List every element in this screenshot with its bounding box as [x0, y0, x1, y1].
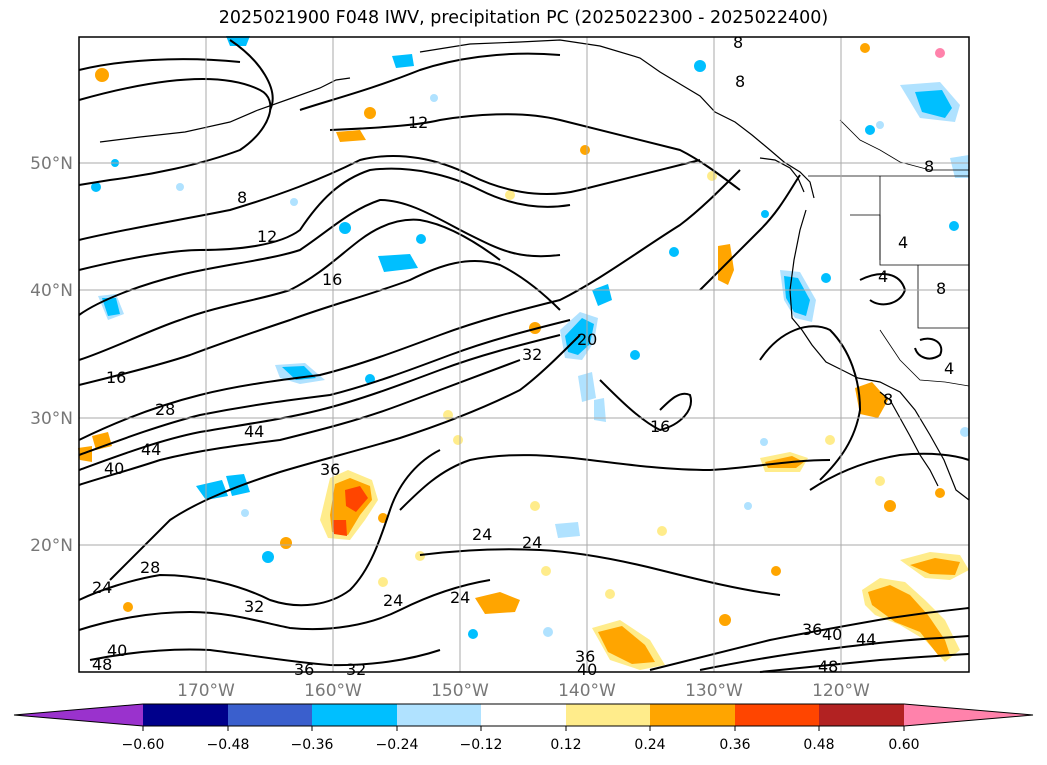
colorbar-segment: [312, 704, 397, 726]
contour-label: 32: [244, 597, 264, 616]
lat-labels: 50°N 40°N 30°N 20°N: [30, 154, 73, 556]
contour-label: 16: [650, 417, 670, 436]
lat-label: 40°N: [30, 281, 73, 301]
contour-label: 4: [898, 233, 908, 252]
colorbar-tick-label: −0.12: [460, 737, 503, 753]
contour-label: 40: [822, 625, 842, 644]
lon-label: 140°W: [558, 681, 616, 701]
contour-label: 24: [472, 525, 492, 544]
contour-label: 12: [408, 113, 428, 132]
iwv-contours: [78, 39, 970, 673]
precip-shading: [78, 36, 970, 670]
contour-label: 28: [155, 400, 175, 419]
lon-label: 170°W: [177, 681, 235, 701]
colorbar-segment: [14, 704, 143, 726]
contour-label: 44: [856, 630, 876, 649]
map-panel: [79, 37, 969, 672]
contour-label: 8: [735, 72, 745, 91]
graticule: [79, 37, 969, 672]
contour-label: 40: [104, 459, 124, 478]
map-title: 2025021900 F048 IWV, precipitation PC (2…: [218, 8, 829, 28]
lon-label: 150°W: [431, 681, 489, 701]
contour-label: 8: [936, 279, 946, 298]
contour-label: 24: [383, 591, 403, 610]
contour-label: 32: [522, 345, 542, 364]
contour-label: 24: [92, 578, 112, 597]
colorbar-segment: [819, 704, 904, 726]
contour-labels: 12 8 12 16 16 28 44 44 40 36 32 20 16 24…: [92, 33, 954, 679]
contour-label: 4: [878, 267, 888, 286]
colorbar-tick-label: −0.48: [207, 737, 250, 753]
colorbar-segment: [650, 704, 735, 726]
contour-label: 12: [257, 227, 277, 246]
contour-label: 40: [577, 660, 597, 679]
colorbar-tick-label: −0.60: [122, 737, 165, 753]
contour-label: 8: [733, 33, 743, 52]
contour-label: 8: [883, 390, 893, 409]
colorbar-tick-label: 0.60: [888, 737, 919, 753]
contour-label: 20: [577, 330, 597, 349]
contour-label: 4: [944, 359, 954, 378]
colorbar-segment: [735, 704, 819, 726]
colorbar-segment: [397, 704, 481, 726]
contour-label: 8: [924, 157, 934, 176]
map-frame: [78, 36, 970, 673]
lat-label: 30°N: [30, 409, 73, 429]
contour-label: 40: [107, 641, 127, 660]
contour-label: 32: [346, 660, 366, 679]
lon-label: 120°W: [812, 681, 870, 701]
contour-label: 24: [522, 533, 542, 552]
contour-label: 44: [141, 440, 161, 459]
contour-label: 24: [450, 588, 470, 607]
contour-label: 16: [106, 368, 126, 387]
contour-label: 48: [92, 655, 112, 674]
contour-label: 36: [320, 460, 340, 479]
colorbar-tick-label: 0.48: [803, 737, 834, 753]
colorbar-segment: [481, 704, 566, 726]
lat-label: 50°N: [30, 154, 73, 174]
contour-label: 16: [322, 270, 342, 289]
contour-label: 36: [294, 660, 314, 679]
lon-label: 130°W: [685, 681, 743, 701]
contour-label: 36: [575, 647, 595, 666]
contour-label: 8: [237, 188, 247, 207]
lon-labels: 170°W 160°W 150°W 140°W 130°W 120°W: [177, 681, 870, 701]
lon-label: 160°W: [304, 681, 362, 701]
colorbar-tick-label: 0.12: [550, 737, 581, 753]
colorbar-tick-label: 0.24: [634, 737, 665, 753]
contour-label: 28: [140, 558, 160, 577]
colorbar: −0.60 −0.48 −0.36 −0.24 −0.12 0.12 0.24 …: [13, 703, 1034, 753]
colorbar-tick-label: 0.36: [719, 737, 750, 753]
contour-label: 44: [244, 422, 264, 441]
lat-label: 20°N: [30, 536, 73, 556]
colorbar-segment: [143, 704, 228, 726]
contour-label: 36: [802, 620, 822, 639]
contour-label: 48: [818, 657, 838, 676]
colorbar-segment: [904, 704, 1033, 726]
colorbar-segment: [228, 704, 312, 726]
coastlines: [99, 39, 970, 501]
colorbar-tick-label: −0.36: [291, 737, 334, 753]
colorbar-tick-label: −0.24: [376, 737, 419, 753]
colorbar-segment: [566, 704, 650, 726]
borders: [808, 119, 970, 387]
